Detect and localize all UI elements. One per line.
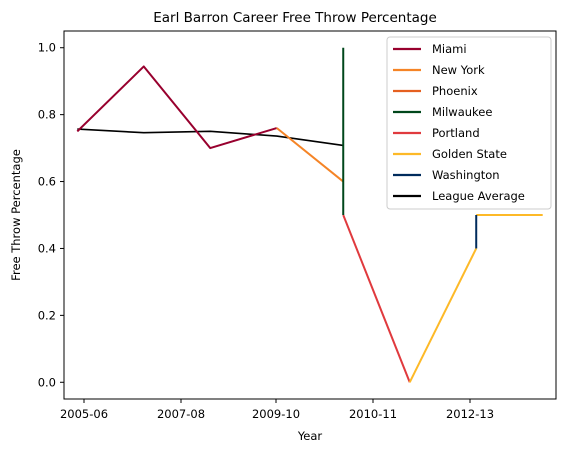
- legend: Miami New York Phoenix Milwaukee Portland Gol…: [386, 36, 552, 210]
- y-tick-label: 1.0: [38, 41, 56, 55]
- series-line-portland: [342, 214, 411, 383]
- series-line-golden-state: [408, 248, 478, 383]
- legend-label: Golden State: [432, 147, 507, 161]
- legend-label: Miami: [432, 42, 467, 56]
- chart-title: Earl Barron Career Free Throw Percentage: [153, 10, 437, 26]
- series-line-league-average: [77, 128, 344, 147]
- y-tick-label: 0.8: [38, 108, 56, 122]
- x-tick-label: 2010-11: [349, 407, 397, 421]
- legend-label: Washington: [432, 168, 500, 182]
- y-tick-label: 0.6: [38, 175, 56, 189]
- legend-label: Portland: [432, 126, 480, 140]
- legend-label: Milwaukee: [432, 105, 492, 119]
- plot-frame: [63, 30, 557, 400]
- plot-area: [76, 47, 543, 383]
- y-axis-ticks: 0.0 0.2 0.4 0.6 0.8 1.0: [38, 41, 64, 389]
- series-line-miami: [76, 65, 278, 150]
- series-line-new-york: [276, 127, 344, 183]
- y-tick-label: 0.2: [38, 308, 56, 322]
- x-tick-label: 2005-06: [60, 407, 108, 421]
- x-tick-label: 2007-08: [157, 407, 205, 421]
- legend-label: League Average: [432, 189, 525, 203]
- x-tick-label: 2009-10: [252, 407, 300, 421]
- x-axis-label: Year: [297, 429, 323, 443]
- legend-box: [386, 36, 552, 210]
- y-axis-label: Free Throw Percentage: [9, 149, 23, 281]
- x-axis-ticks: 2005-06 2007-08 2009-10 2010-11 2012-13: [60, 399, 494, 421]
- y-tick-label: 0.0: [38, 375, 56, 389]
- legend-label: New York: [432, 63, 485, 77]
- y-tick-label: 0.4: [38, 241, 56, 255]
- x-tick-label: 2012-13: [446, 407, 494, 421]
- legend-label: Phoenix: [432, 84, 478, 98]
